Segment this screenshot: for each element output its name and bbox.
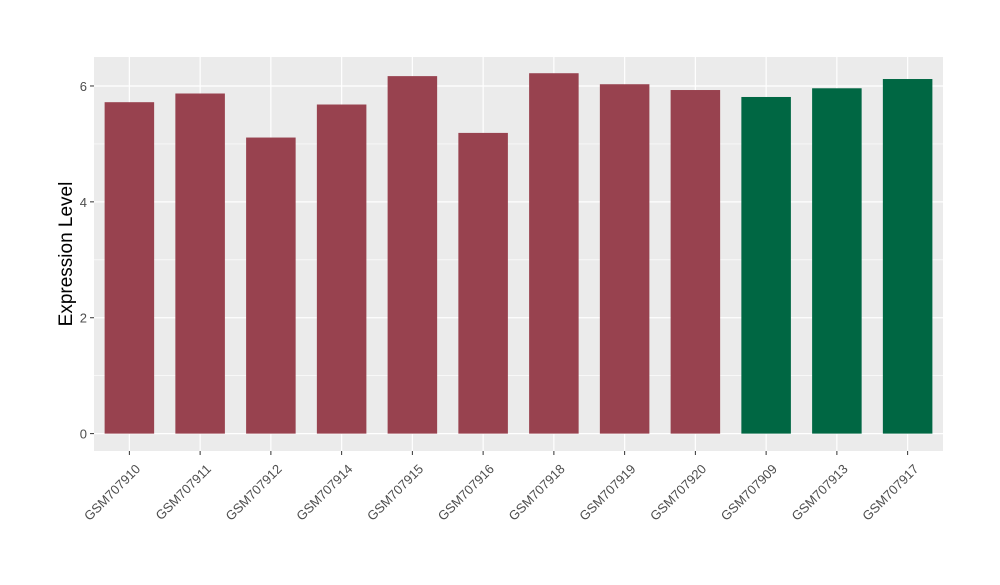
- x-tick-label: GSM707913: [789, 461, 851, 523]
- x-tick-label: GSM707910: [81, 461, 143, 523]
- bar: [741, 96, 791, 434]
- bar: [104, 102, 155, 434]
- bar: [882, 79, 933, 434]
- y-tick-label: 4: [80, 195, 87, 210]
- y-tick-label: 6: [80, 79, 87, 94]
- x-tick-label: GSM707915: [364, 461, 426, 523]
- bars: [104, 73, 933, 434]
- y-tick-label: 0: [80, 427, 87, 442]
- x-tick-label: GSM707920: [647, 461, 709, 523]
- x-tick-label: GSM707911: [152, 461, 214, 523]
- bar: [670, 90, 721, 434]
- y-tick-label: 2: [80, 311, 87, 326]
- x-tick-label: GSM707916: [435, 461, 497, 523]
- bar: [387, 76, 438, 434]
- x-tick-label: GSM707914: [293, 461, 355, 523]
- bar: [316, 104, 367, 434]
- bar: [458, 132, 508, 434]
- y-axis: 0 2 4 6: [80, 79, 94, 442]
- x-tick-label: GSM707918: [506, 461, 568, 523]
- bar: [175, 93, 225, 434]
- bar: [599, 84, 650, 434]
- plot-panel: [94, 57, 943, 451]
- bar: [812, 88, 862, 434]
- bar: [246, 137, 296, 434]
- x-tick-label: GSM707917: [859, 461, 921, 523]
- x-tick-label: GSM707919: [576, 461, 638, 523]
- y-axis-label: Expression Level: [56, 182, 77, 327]
- x-tick-label: GSM707912: [223, 461, 285, 523]
- x-tick-label: GSM707909: [718, 461, 780, 523]
- bar: [529, 73, 579, 434]
- x-axis: GSM707910 GSM707911 GSM707912 GSM707914 GSM7…: [81, 451, 922, 524]
